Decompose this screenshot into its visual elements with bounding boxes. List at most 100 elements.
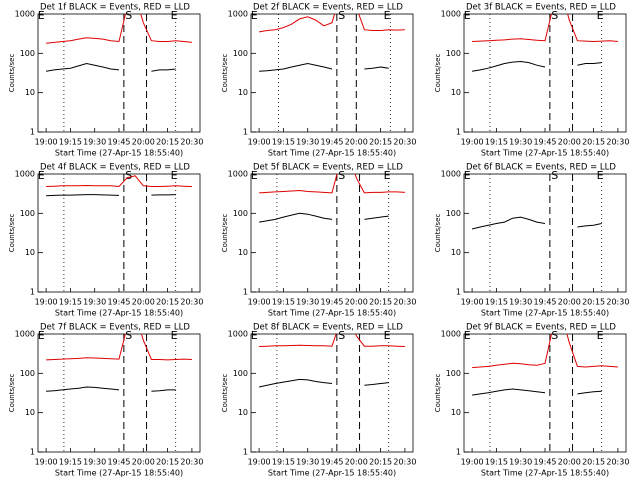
x-tick-label: 20:15 <box>369 138 392 147</box>
marker-label: S <box>551 9 558 22</box>
marker-label: E <box>464 9 471 22</box>
y-tick-label: 1000 <box>15 10 35 19</box>
y-tick-label: 100 <box>446 209 461 218</box>
y-tick-label: 1000 <box>441 330 461 339</box>
marker-label: S <box>551 169 558 182</box>
y-tick-label: 100 <box>20 209 35 218</box>
panel: Det 8f BLACK = Events, RED = LLD Start Ti… <box>221 323 416 478</box>
panel: Det 5f BLACK = Events, RED = LLD Start Ti… <box>221 163 416 318</box>
y-tick-label: 10 <box>451 408 461 417</box>
x-tick-label: 20:30 <box>606 458 629 467</box>
y-tick-label: 1000 <box>441 10 461 19</box>
panel: Det 4f BLACK = Events, RED = LLD Start Ti… <box>8 163 203 318</box>
y-tick-label: 1000 <box>228 170 248 179</box>
y-tick-label: 100 <box>20 49 35 58</box>
marker-label: E <box>171 9 178 22</box>
series-line <box>259 14 405 33</box>
y-tick-label: 100 <box>446 369 461 378</box>
series-line <box>259 62 389 72</box>
x-axis-label: Start Time (27-Apr-15 18:55:40) <box>55 469 183 478</box>
y-tick-label: 10 <box>238 248 248 257</box>
x-tick-label: 19:30 <box>83 298 106 307</box>
x-tick-label: 19:15 <box>59 458 82 467</box>
x-tick-label: 19:30 <box>83 138 106 147</box>
x-tick-label: 20:15 <box>156 458 179 467</box>
x-tick-label: 20:00 <box>132 138 155 147</box>
plot-area <box>46 334 192 392</box>
y-tick-label: 1 <box>456 288 461 297</box>
x-tick-label: 19:00 <box>35 138 58 147</box>
x-tick-label: 20:30 <box>606 298 629 307</box>
y-tick-label: 1000 <box>441 170 461 179</box>
marker-label: S <box>338 169 345 182</box>
y-tick-label: 1 <box>243 288 248 297</box>
marker-label: E <box>464 169 471 182</box>
marker-label: S <box>551 329 558 342</box>
y-tick-label: 10 <box>238 408 248 417</box>
y-tick-label: 1 <box>456 448 461 457</box>
panel: Det 6f BLACK = Events, RED = LLD Start Ti… <box>434 163 629 318</box>
plot-area <box>46 14 192 72</box>
panel: Det 3f BLACK = Events, RED = LLD Start Ti… <box>434 3 629 158</box>
series-line <box>472 60 602 72</box>
x-tick-label: 19:45 <box>107 138 130 147</box>
series-line <box>259 174 405 194</box>
y-tick-label: 100 <box>233 49 248 58</box>
y-tick-label: 1 <box>30 128 35 137</box>
panel-title: Det 6f BLACK = Events, RED = LLD <box>466 163 616 173</box>
marker-label: E <box>384 9 391 22</box>
x-tick-label: 19:00 <box>461 138 484 147</box>
panel-title: Det 9f BLACK = Events, RED = LLD <box>466 323 616 333</box>
panel-title: Det 7f BLACK = Events, RED = LLD <box>40 323 190 333</box>
y-axis-label: Counts/sec <box>221 374 229 413</box>
panel-title: Det 2f BLACK = Events, RED = LLD <box>253 3 403 13</box>
y-axis-label: Counts/sec <box>221 214 229 253</box>
plot-frame <box>250 13 414 133</box>
marker-label: E <box>384 329 391 342</box>
plot-area <box>472 334 618 396</box>
x-tick-label: 20:30 <box>606 138 629 147</box>
plot-frame <box>463 173 627 293</box>
x-tick-label: 20:30 <box>180 298 203 307</box>
marker-label: E <box>597 329 604 342</box>
y-tick-label: 10 <box>238 88 248 97</box>
x-tick-label: 19:45 <box>533 458 556 467</box>
x-tick-label: 19:30 <box>509 458 532 467</box>
y-tick-label: 100 <box>233 209 248 218</box>
y-tick-label: 1000 <box>228 330 248 339</box>
y-tick-label: 100 <box>233 369 248 378</box>
x-tick-label: 20:00 <box>345 298 368 307</box>
plot-area <box>258 334 405 388</box>
y-tick-label: 10 <box>451 88 461 97</box>
plot-frame <box>37 13 201 133</box>
x-tick-label: 19:30 <box>83 458 106 467</box>
series-line <box>472 334 618 369</box>
x-tick-label: 19:00 <box>35 458 58 467</box>
x-tick-label: 19:30 <box>296 138 319 147</box>
x-axis-label: Start Time (27-Apr-15 18:55:40) <box>268 309 396 318</box>
marker-label: E <box>38 329 45 342</box>
x-tick-label: 20:15 <box>156 138 179 147</box>
marker-label: E <box>251 169 258 182</box>
x-tick-label: 19:15 <box>59 298 82 307</box>
panel-title: Det 8f BLACK = Events, RED = LLD <box>253 323 403 333</box>
x-tick-label: 19:15 <box>272 298 295 307</box>
marker-label: S <box>125 329 132 342</box>
plot-frame <box>250 173 414 293</box>
series-line <box>258 378 389 388</box>
x-tick-label: 20:15 <box>582 458 605 467</box>
panel-title: Det 1f BLACK = Events, RED = LLD <box>40 3 190 13</box>
x-axis-label: Start Time (27-Apr-15 18:55:40) <box>481 149 609 158</box>
series-line <box>46 62 176 72</box>
x-tick-label: 19:15 <box>272 458 295 467</box>
x-tick-label: 20:00 <box>558 458 581 467</box>
x-tick-label: 20:30 <box>393 458 416 467</box>
panel: Det 9f BLACK = Events, RED = LLD Start Ti… <box>434 323 629 478</box>
panel-title: Det 5f BLACK = Events, RED = LLD <box>253 163 403 173</box>
x-tick-label: 20:00 <box>558 138 581 147</box>
marker-label: S <box>338 329 345 342</box>
plot-frame <box>37 333 201 453</box>
marker-label: E <box>171 169 178 182</box>
x-tick-label: 20:15 <box>582 298 605 307</box>
